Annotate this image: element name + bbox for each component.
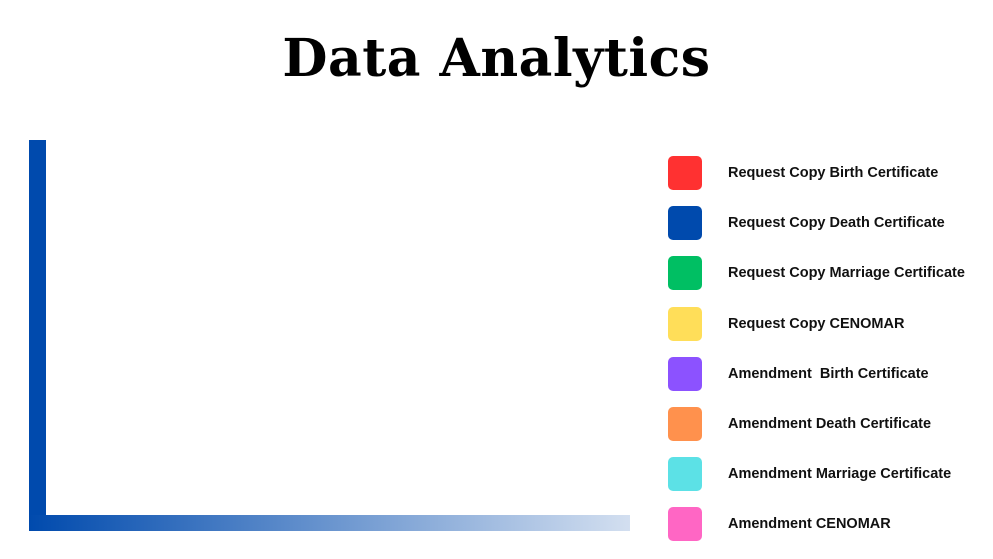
legend-swatch [668,206,702,241]
legend-label: Request Copy Marriage Certificate [728,265,965,282]
y-axis-line [29,140,46,531]
legend-label: Request Copy Death Certificate [728,215,945,232]
legend-item: Request Copy Birth Certificate [668,155,938,191]
legend-item: Amendment Marriage Certificate [668,456,951,492]
legend-item: Amendment CENOMAR [668,506,891,542]
legend-label: Request Copy Birth Certificate [728,165,939,181]
legend-item: Amendment Death Certificate [668,406,931,442]
legend-label: Request Copy CENOMAR [728,315,905,332]
legend-item: Request Copy Death Certificate [668,205,945,241]
legend-label: Amendment Marriage Certificate [728,466,952,483]
legend-item: Request Copy Marriage Certificate [668,255,965,291]
legend-swatch [668,407,702,441]
legend-swatch [668,507,702,542]
page-title: Data Analytics [282,28,711,89]
legend-swatch [668,156,702,190]
legend-swatch [668,356,702,391]
x-axis-line [29,515,630,531]
legend-label: Amendment Birth Certificate [728,365,929,382]
legend-label: Amendment Death Certificate [728,416,932,432]
legend-item: Request Copy CENOMAR [668,306,904,342]
legend-swatch [668,306,702,341]
gridlines [46,159,630,473]
legend-label: Amendment CENOMAR [728,516,891,533]
legend-swatch [668,256,702,291]
legend-swatch [668,457,702,492]
legend-item: Amendment Birth Certificate [668,356,929,392]
